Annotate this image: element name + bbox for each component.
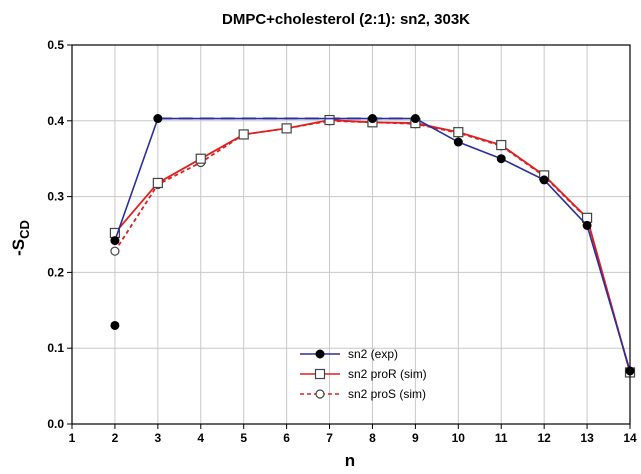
legend: sn2 (exp) sn2 proR (sim) sn2 proS (sim) (300, 347, 427, 401)
x-tick-label: 4 (197, 431, 204, 445)
legend-marker (314, 368, 326, 380)
data-point (496, 154, 506, 164)
x-tick-label: 1 (69, 431, 76, 445)
data-point (410, 114, 420, 124)
data-point (281, 123, 292, 134)
data-point (110, 246, 120, 256)
data-point (110, 236, 120, 246)
x-tick-label: 7 (326, 431, 333, 445)
data-point (195, 153, 206, 164)
y-tick-label: 0.5 (47, 38, 64, 52)
y-tick-label: 0.3 (47, 190, 64, 204)
data-point (453, 137, 463, 147)
y-tick-label: 0.4 (47, 114, 64, 128)
data-point (152, 177, 163, 189)
extra-points (110, 114, 377, 330)
legend-item-1: sn2 proR (sim) (300, 367, 427, 381)
legend-marker (315, 389, 325, 399)
chart-title: DMPC+cholesterol (2:1): sn2, 303K (222, 11, 470, 28)
y-axis-label-main: -S (9, 239, 28, 256)
data-point (453, 127, 464, 138)
data-point (539, 175, 549, 185)
axes: 1 2 3 4 5 6 7 8 9 10 11 12 13 140.00.10.20.30.40.5 (47, 38, 637, 445)
x-tick-label: 10 (452, 431, 466, 445)
legend-item-0: sn2 (exp) (300, 347, 398, 361)
y-tick-label: 0.2 (47, 265, 64, 279)
x-tick-label: 13 (580, 431, 594, 445)
y-axis-label-sub: CD (17, 220, 32, 239)
y-tick-label: 0.0 (47, 417, 64, 431)
x-tick-label: 3 (155, 431, 162, 445)
series-line-0 (114, 117, 631, 372)
data-point (582, 220, 592, 230)
x-axis-label: n (345, 451, 355, 470)
x-tick-label: 2 (112, 431, 119, 445)
x-tick-label: 6 (283, 431, 290, 445)
x-tick-label: 9 (412, 431, 419, 445)
data-point (496, 139, 507, 151)
x-tick-label: 8 (369, 431, 376, 445)
plot-frame (71, 44, 631, 425)
data-point (324, 114, 335, 126)
data-point (238, 129, 249, 140)
data-point (153, 114, 163, 124)
legend-marker (315, 349, 325, 359)
legend-item-2: sn2 proS (sim) (300, 387, 426, 401)
x-tick-label: 5 (240, 431, 247, 445)
x-tick-label: 11 (495, 431, 508, 445)
series-0 (110, 114, 635, 376)
legend-label: sn2 (exp) (348, 347, 398, 361)
extra-data-point (110, 320, 120, 330)
y-axis-label: -SCD (9, 220, 32, 256)
y-tick-label: 0.1 (47, 341, 64, 355)
x-tick-label: 12 (537, 431, 551, 445)
extra-data-point (367, 114, 377, 124)
legend-label: sn2 proR (sim) (348, 367, 427, 381)
legend-label: sn2 proS (sim) (348, 387, 426, 401)
x-tick-label: 14 (623, 431, 637, 445)
